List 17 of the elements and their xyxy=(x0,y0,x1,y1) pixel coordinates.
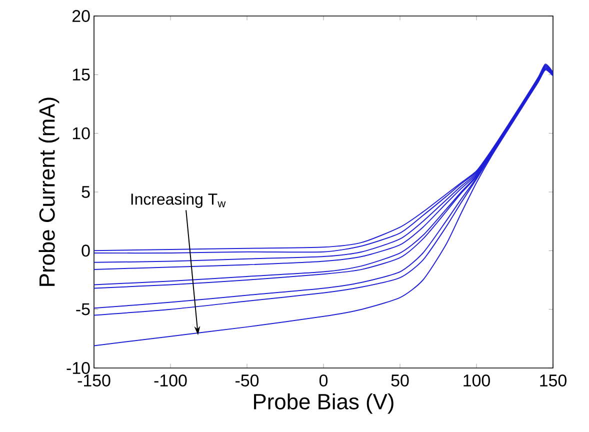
x-tick-label: 0 xyxy=(319,374,328,387)
y-tick-label: -5 xyxy=(76,303,90,316)
y-tick-label: -10 xyxy=(66,362,90,374)
x-tick-label: 150 xyxy=(540,374,566,387)
x-tick-label: 50 xyxy=(391,374,409,387)
y-tick-label: 10 xyxy=(72,127,90,140)
y-tick-label: 0 xyxy=(82,244,90,257)
x-tick-label: -100 xyxy=(154,374,187,387)
x-tick-label: -150 xyxy=(78,374,110,387)
y-axis-title: Probe Current (mA) xyxy=(38,98,60,286)
y-tick-label: 5 xyxy=(82,186,90,198)
y-tick-label: 20 xyxy=(72,10,90,22)
annotation: Increasing T$_{w}$ xyxy=(131,193,226,208)
y-tick-label: 15 xyxy=(72,68,90,81)
x-tick-label: 100 xyxy=(464,374,490,387)
x-tick-label: -50 xyxy=(236,374,259,387)
x-axis-title: Probe Bias (V) xyxy=(254,393,394,414)
